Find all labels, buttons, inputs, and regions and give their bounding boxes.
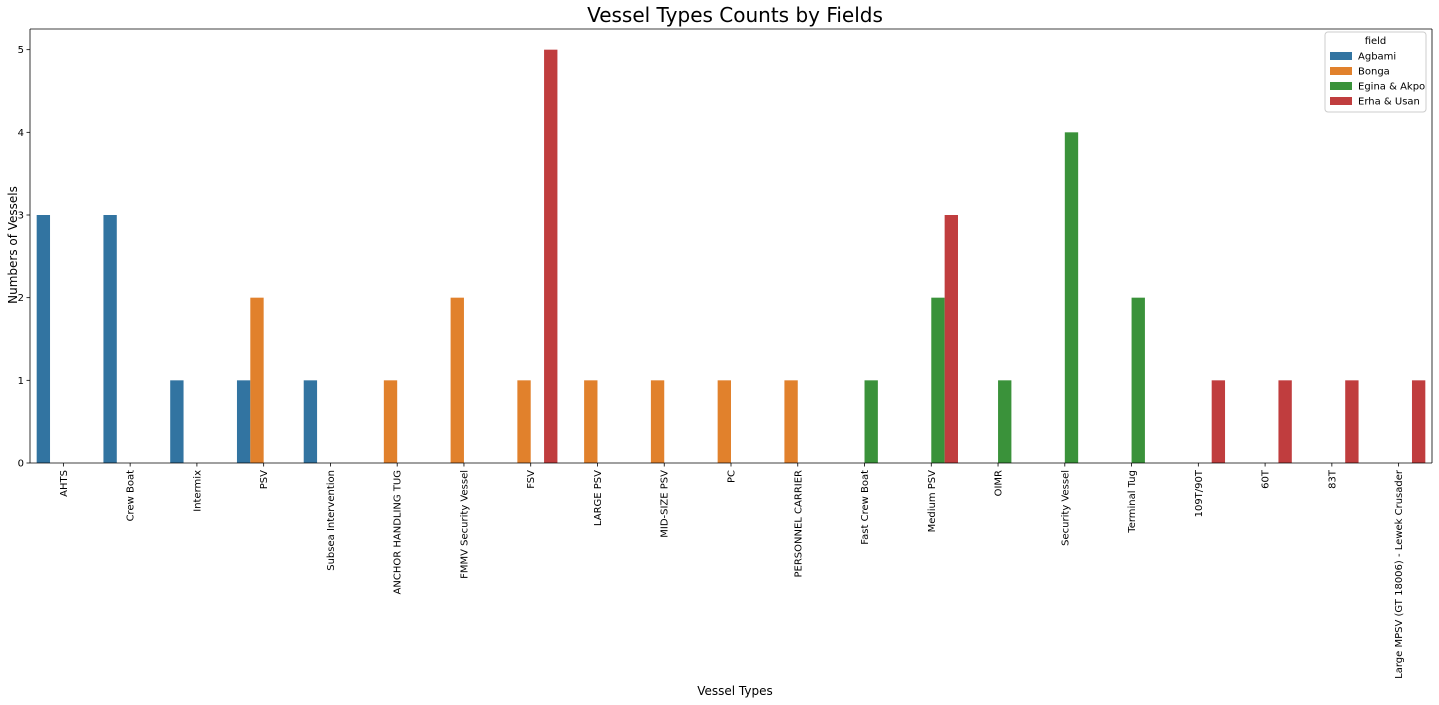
bar-erha-usan-large-mpsv-gt-18006-lewek-crusader (1411, 380, 1426, 463)
bar-bonga-fmmv-security-vessel (450, 297, 464, 463)
x-tick-label: Subsea Intervention (326, 470, 337, 571)
x-tick-label: Medium PSV (927, 470, 938, 533)
bar-bonga-psv (250, 297, 264, 463)
x-tick-label: PC (727, 470, 738, 483)
x-tick-label: FSV (526, 470, 537, 489)
bar-bonga-personnel-carrier (784, 380, 798, 463)
legend-title: field (1365, 36, 1387, 47)
plot-area: 0 1 2 3 4 5 AHTS Crew Boat Intermix PSV Subsea Int… (18, 28, 1433, 679)
y-tick-label: 1 (18, 376, 24, 387)
bar-erha-usan-109t-90t (1211, 380, 1226, 463)
bar-erha-usan-60t (1278, 380, 1292, 463)
bar-erha-usan-fsv (544, 49, 558, 464)
x-tick-label: Terminal Tug (1127, 470, 1138, 534)
x-tick-label: Crew Boat (126, 470, 137, 521)
x-tick-label: OIMR (994, 470, 1005, 496)
bar-bonga-large-psv (584, 380, 598, 463)
x-tick-label: PSV (259, 470, 270, 489)
bar-egina-akpo-oimr (998, 380, 1012, 463)
y-tick-label: 0 (18, 459, 24, 470)
bar-agbami-subsea-intervention (303, 380, 318, 463)
x-tick-label: ANCHOR HANDLING TUG (393, 470, 404, 594)
bar-bonga-pc (717, 380, 731, 463)
bar-agbami-crew-boat (103, 215, 117, 463)
x-tick-label: 109T/90T (1194, 469, 1205, 517)
y-tick-label: 5 (18, 45, 24, 56)
bar-egina-akpo-terminal-tug (1131, 297, 1145, 463)
y-tick-label: 3 (18, 211, 24, 222)
legend-swatch (1330, 97, 1352, 105)
legend-label: Bonga (1358, 67, 1390, 78)
bar-egina-akpo-security-vessel (1064, 132, 1079, 463)
y-tick-label: 4 (18, 128, 24, 139)
bar-agbami-ahts (36, 215, 51, 463)
bar-bonga-mid-size-psv (650, 380, 665, 463)
legend-label: Erha & Usan (1358, 97, 1420, 108)
bar-bonga-anchor-handling-tug (383, 380, 398, 463)
x-tick-label: 83T (1327, 469, 1338, 489)
legend-label: Agbami (1358, 52, 1396, 63)
legend-swatch (1330, 67, 1352, 75)
bar-erha-usan-83t (1345, 380, 1359, 463)
y-tick-label: 2 (18, 293, 24, 304)
x-tick-label: Security Vessel (1060, 470, 1071, 546)
legend-label: Egina & Akpo (1358, 82, 1425, 93)
x-tick-label: Large MPSV (GT 18006) - Lewek Crusader (1394, 469, 1405, 679)
x-tick-label: 60T (1261, 469, 1272, 489)
bar-egina-akpo-fast-crew-boat (864, 380, 878, 463)
x-tick-label: MID-SIZE PSV (660, 470, 671, 538)
bar-agbami-psv (236, 380, 251, 463)
x-tick-label: FMMV Security Vessel (459, 470, 470, 579)
bar-erha-usan-medium-psv (944, 215, 958, 463)
x-tick-label: Intermix (192, 470, 203, 512)
x-axis-label: Vessel Types (697, 684, 773, 698)
x-tick-label: LARGE PSV (593, 470, 604, 526)
bar-bonga-fsv (517, 380, 531, 463)
chart-title: Vessel Types Counts by Fields (587, 3, 883, 27)
x-tick-label: PERSONNEL CARRIER (793, 470, 804, 578)
legend-swatch (1330, 52, 1352, 60)
legend: field Agbami Bonga Egina & Akpo Erha & Usan (1324, 31, 1427, 113)
bar-egina-akpo-medium-psv (931, 297, 945, 463)
x-tick-label: Fast Crew Boat (860, 470, 871, 545)
x-tick-label: AHTS (59, 470, 70, 497)
legend-swatch (1330, 82, 1352, 90)
bar-agbami-intermix (170, 380, 184, 463)
y-axis-label: Numbers of Vessels (6, 186, 20, 304)
